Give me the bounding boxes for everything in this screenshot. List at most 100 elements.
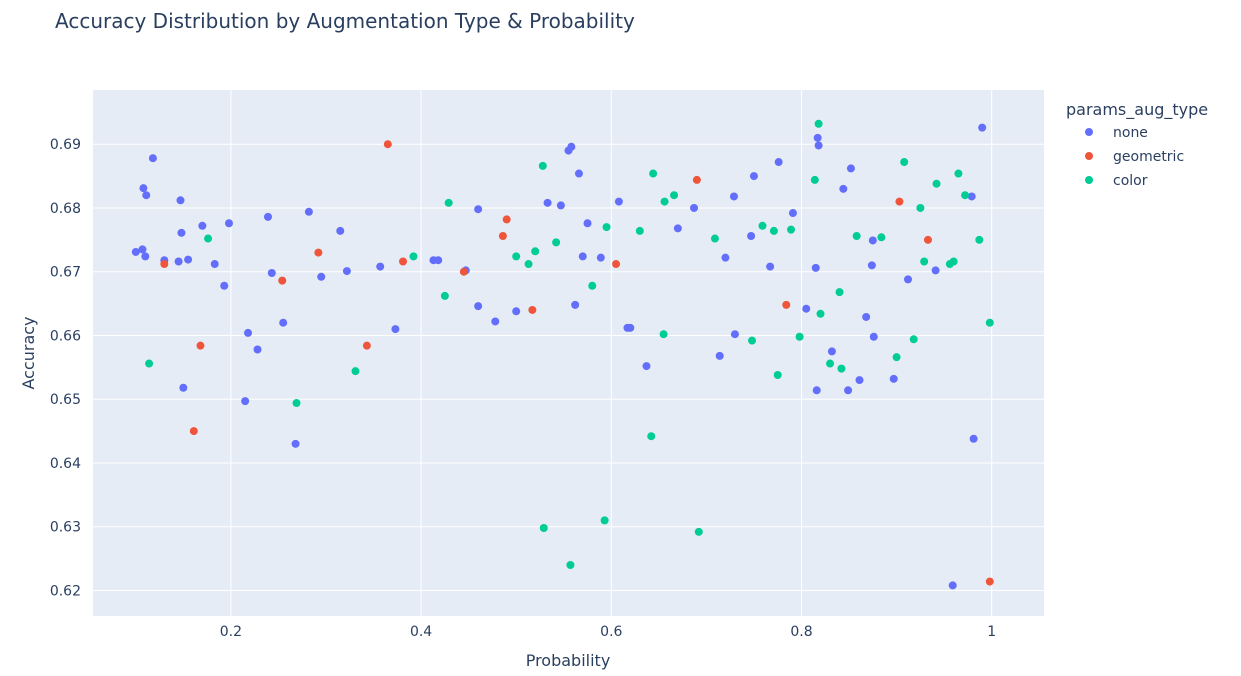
point-none [889, 374, 898, 383]
point-none [766, 262, 775, 271]
y-tick-label: 0.67 [50, 265, 81, 281]
point-color [649, 169, 658, 178]
point-none [567, 142, 576, 151]
point-geometric [362, 341, 371, 350]
point-color [877, 233, 886, 242]
point-geometric [612, 260, 621, 269]
y-tick-label: 0.62 [50, 583, 81, 599]
point-color [816, 309, 825, 318]
point-color [647, 432, 656, 441]
point-color [852, 232, 861, 241]
y-axis-title: Accuracy [19, 316, 38, 389]
point-color [710, 234, 719, 243]
point-color [975, 235, 984, 244]
point-geometric [383, 140, 392, 149]
point-geometric [498, 232, 507, 241]
x-tick-label: 0.2 [220, 624, 242, 640]
point-color [524, 260, 533, 269]
point-none [868, 236, 877, 245]
point-color [539, 524, 548, 533]
point-color [351, 367, 360, 376]
point-color [814, 119, 823, 128]
point-none [317, 272, 326, 281]
point-none [141, 252, 150, 261]
point-geometric [782, 300, 791, 309]
point-color [909, 335, 918, 344]
point-geometric [459, 267, 468, 276]
point-none [148, 154, 157, 163]
point-geometric [160, 260, 169, 269]
point-none [729, 192, 738, 201]
point-color [602, 223, 611, 232]
point-none [749, 172, 758, 181]
point-color [900, 158, 909, 167]
point-none [969, 434, 978, 443]
y-tick-label: 0.65 [50, 392, 81, 408]
point-none [279, 318, 288, 327]
point-color [531, 247, 540, 256]
point-geometric [399, 257, 408, 266]
point-color [659, 330, 668, 339]
point-none [376, 262, 385, 271]
point-color [787, 225, 796, 234]
y-tick-label: 0.68 [50, 201, 81, 217]
legend-label-color: color [1113, 173, 1148, 189]
point-none [434, 256, 443, 265]
legend-marker-none [1085, 128, 1093, 136]
point-none [626, 323, 635, 332]
point-none [241, 397, 250, 406]
point-color [810, 175, 819, 184]
point-none [224, 219, 233, 228]
point-none [814, 141, 823, 150]
point-geometric [278, 276, 287, 285]
legend-label-geometric: geometric [1113, 149, 1184, 165]
point-none [244, 328, 253, 337]
legend-label-none: none [1113, 125, 1148, 141]
point-none [614, 197, 623, 206]
point-none [139, 184, 148, 193]
point-none [491, 317, 500, 326]
point-color [961, 191, 970, 200]
tick-labels: 0.2 0.4 0.6 0.8 1 0.62 0.63 0.64 0.65 0.66 0.67 0.6… [50, 137, 996, 640]
point-color [292, 399, 301, 408]
point-geometric [528, 305, 537, 314]
point-none [336, 226, 345, 235]
point-color [795, 332, 804, 341]
point-none [827, 347, 836, 356]
point-none [556, 201, 565, 210]
point-none [673, 224, 682, 233]
x-tick-label: 1 [987, 624, 996, 640]
point-color [588, 281, 597, 290]
point-none [131, 247, 140, 256]
point-geometric [895, 197, 904, 206]
point-none [839, 184, 848, 193]
point-none [596, 253, 605, 262]
point-color [748, 336, 757, 345]
point-color [538, 161, 547, 170]
point-color [512, 252, 521, 261]
point-none [904, 275, 913, 284]
point-geometric [189, 427, 198, 436]
point-color [773, 370, 782, 379]
point-none [811, 263, 820, 272]
point-none [931, 266, 940, 275]
point-color [826, 359, 835, 368]
point-none [571, 300, 580, 309]
point-none [177, 228, 186, 237]
y-tick-label: 0.64 [50, 456, 81, 472]
legend-title: params_aug_type [1066, 100, 1208, 120]
point-none [142, 191, 151, 200]
point-color [837, 364, 846, 373]
point-geometric [985, 577, 994, 586]
point-color [600, 516, 609, 525]
point-none [210, 260, 219, 269]
point-geometric [314, 248, 323, 257]
legend-marker-color [1085, 176, 1093, 184]
point-color [769, 226, 778, 235]
point-color [835, 288, 844, 297]
point-geometric [923, 235, 932, 244]
y-tick-label: 0.63 [50, 520, 81, 536]
point-none [263, 212, 272, 221]
point-none [578, 252, 587, 261]
